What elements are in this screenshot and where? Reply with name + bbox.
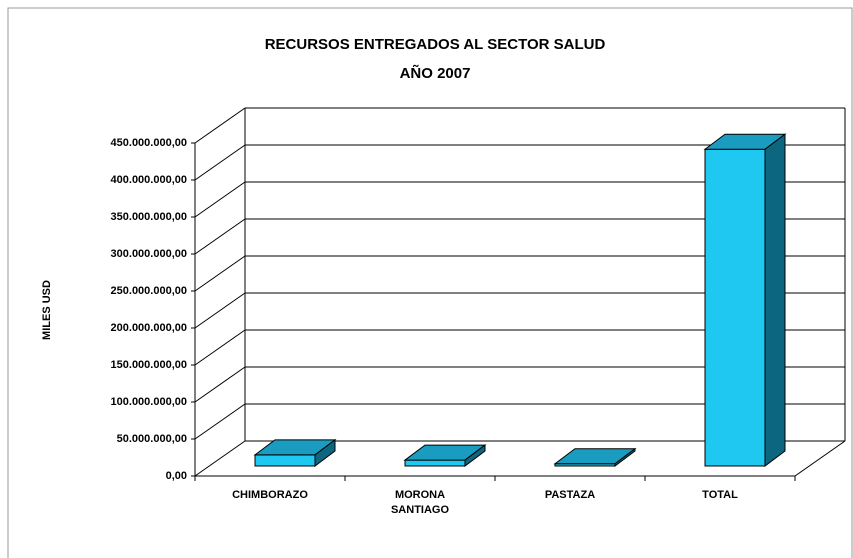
y-tick-label: 450.000.000,00 xyxy=(111,137,187,149)
y-tick-label: 0,00 xyxy=(166,470,187,482)
bar-front xyxy=(704,148,766,467)
bar-side xyxy=(464,444,486,467)
y-tick-label: 300.000.000,00 xyxy=(111,248,187,260)
bar-side xyxy=(314,438,336,467)
bar-front xyxy=(254,454,316,467)
grid-diagonal xyxy=(194,440,246,477)
grid-diagonal xyxy=(194,329,246,366)
x-tick-label: CHIMBORAZO xyxy=(232,489,308,501)
grid-diagonal xyxy=(194,366,246,403)
y-tick-label: 100.000.000,00 xyxy=(111,396,187,408)
y-tick-label: 250.000.000,00 xyxy=(111,285,187,297)
grid-diagonal xyxy=(194,107,246,144)
grid-diagonal xyxy=(194,255,246,292)
y-tick-label: 400.000.000,00 xyxy=(111,174,187,186)
chart-frame xyxy=(7,7,853,558)
bar-top xyxy=(553,448,637,465)
grid-diagonal xyxy=(194,403,246,440)
chart-subtitle: AÑO 2007 xyxy=(400,64,471,82)
x-tick-label: TOTAL xyxy=(702,489,738,501)
chart-title: RECURSOS ENTREGADOS AL SECTOR SALUD xyxy=(265,36,606,53)
x-tick-label: PASTAZA xyxy=(544,489,596,501)
grid-diagonal xyxy=(194,292,246,329)
y-tick-label: 50.000.000,00 xyxy=(117,433,187,445)
grid-diagonal xyxy=(194,144,246,181)
x-tick-label: MORONA SANTIAGO xyxy=(390,489,450,516)
y-tick-label: 150.000.000,00 xyxy=(111,359,187,371)
y-axis-label: MILES USD xyxy=(41,280,53,340)
bar-side xyxy=(614,447,636,467)
grid-diagonal xyxy=(194,181,246,218)
y-tick-label: 350.000.000,00 xyxy=(111,211,187,223)
bar-side xyxy=(764,133,786,467)
bar-front xyxy=(404,459,466,467)
y-tick-label: 200.000.000,00 xyxy=(111,322,187,334)
grid-diagonal xyxy=(194,218,246,255)
